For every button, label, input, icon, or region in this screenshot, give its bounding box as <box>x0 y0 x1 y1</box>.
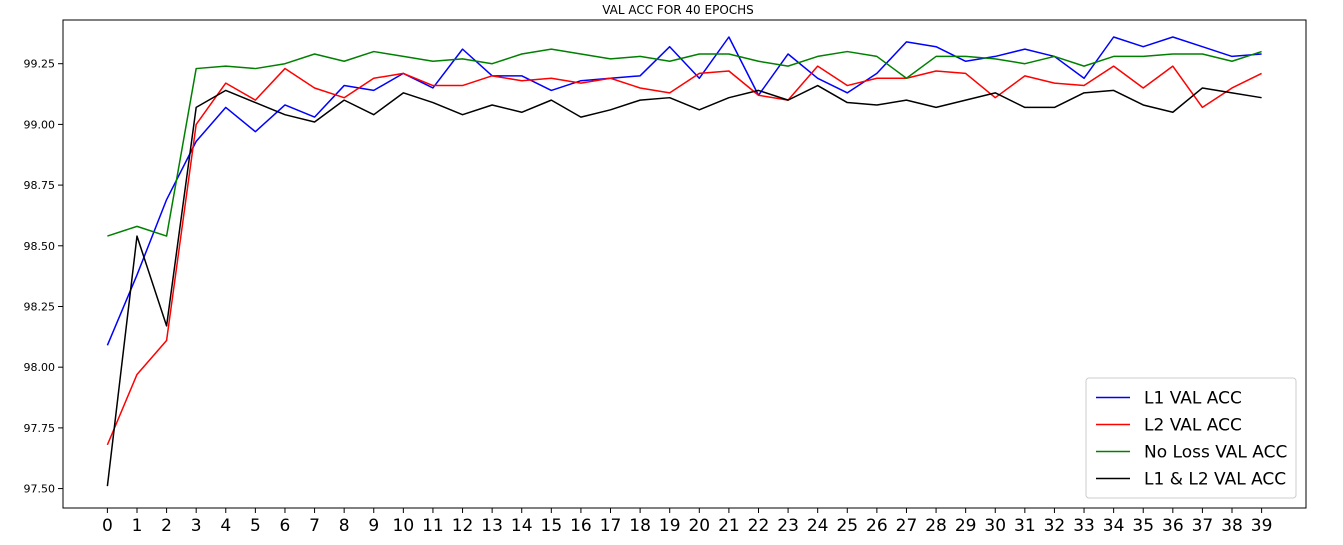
legend-label-1: L2 VAL ACC <box>1144 416 1242 436</box>
legend: L1 VAL ACC L2 VAL ACC No Loss VAL ACC L1 & … <box>1085 377 1297 499</box>
x-tick-label: 8 <box>339 516 350 536</box>
x-tick-label: 36 <box>1162 516 1184 536</box>
x-tick-label: 12 <box>452 516 474 536</box>
x-tick-label: 27 <box>896 516 918 536</box>
x-tick-label: 35 <box>1132 516 1154 536</box>
legend-label-3: L1 & L2 VAL ACC <box>1144 470 1286 490</box>
x-tick-label: 9 <box>368 516 379 536</box>
x-tick-label: 18 <box>629 516 651 536</box>
x-tick-label: 11 <box>422 516 444 536</box>
y-tick-label: 97.75 <box>24 422 56 435</box>
x-tick-label: 22 <box>748 516 770 536</box>
x-tick-label: 0 <box>102 516 113 536</box>
x-tick-label: 28 <box>925 516 947 536</box>
x-tick-label: 6 <box>280 516 291 536</box>
y-tick-label: 98.25 <box>24 300 56 313</box>
x-tick-label: 4 <box>220 516 231 536</box>
legend-label-2: No Loss VAL ACC <box>1144 443 1287 463</box>
x-tick-label: 31 <box>1014 516 1036 536</box>
series-line-3 <box>106 84 1262 487</box>
chart-title: VAL ACC FOR 40 EPOCHS <box>602 3 754 17</box>
x-tick-label: 33 <box>1073 516 1095 536</box>
y-tick-label: 99.00 <box>24 118 56 131</box>
x-tick-label: 32 <box>1044 516 1066 536</box>
series-line-0 <box>106 36 1262 346</box>
x-tick-label: 25 <box>836 516 858 536</box>
x-tick-label: 10 <box>393 516 415 536</box>
x-tick-label: 3 <box>191 516 202 536</box>
x-tick-label: 14 <box>511 516 533 536</box>
x-tick-label: 29 <box>955 516 977 536</box>
series-line-1 <box>106 65 1262 446</box>
y-tick-label: 97.50 <box>24 483 56 496</box>
x-tick-label: 34 <box>1103 516 1125 536</box>
x-tick-label: 38 <box>1221 516 1243 536</box>
x-tick-label: 19 <box>659 516 681 536</box>
x-tick-label: 26 <box>866 516 888 536</box>
x-tick-label: 23 <box>777 516 799 536</box>
x-tick-label: 13 <box>481 516 503 536</box>
x-tick-label: 5 <box>250 516 261 536</box>
legend-box <box>1085 377 1297 499</box>
series-layer <box>106 36 1262 487</box>
x-axis: 0 1 2 3 4 5 6 7 8 9 10 11 12 13 14 15 16 17 18 19 20 21 22 23 24… <box>102 508 1272 536</box>
y-axis: 97.50 97.75 98.00 98.25 98.50 98.75 99.00 99.25 <box>24 58 63 496</box>
x-tick-label: 24 <box>807 516 829 536</box>
x-tick-label: 21 <box>718 516 740 536</box>
x-tick-label: 16 <box>570 516 592 536</box>
x-tick-label: 37 <box>1192 516 1214 536</box>
x-tick-label: 2 <box>161 516 172 536</box>
x-tick-label: 39 <box>1251 516 1273 536</box>
y-tick-label: 98.75 <box>24 179 56 192</box>
x-tick-label: 15 <box>541 516 563 536</box>
x-tick-label: 1 <box>132 516 143 536</box>
x-tick-label: 20 <box>688 516 710 536</box>
y-tick-label: 98.00 <box>24 361 56 374</box>
x-tick-label: 7 <box>309 516 320 536</box>
series-line-2 <box>107 48 1262 237</box>
x-tick-label: 30 <box>984 516 1006 536</box>
y-tick-label: 98.50 <box>24 240 56 253</box>
y-tick-label: 99.25 <box>24 58 56 71</box>
plot-frame <box>62 19 1307 509</box>
x-tick-label: 17 <box>600 516 622 536</box>
legend-label-0: L1 VAL ACC <box>1144 389 1242 409</box>
